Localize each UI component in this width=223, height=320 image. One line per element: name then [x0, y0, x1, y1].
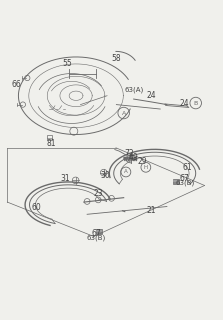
Text: 23: 23 — [93, 189, 103, 198]
Text: 58: 58 — [111, 53, 121, 62]
Text: 67: 67 — [180, 174, 190, 183]
Text: A: A — [124, 170, 128, 174]
Text: B: B — [194, 100, 198, 106]
Text: 72: 72 — [124, 149, 134, 158]
Text: 31: 31 — [60, 174, 70, 183]
Text: 21: 21 — [147, 206, 156, 215]
Text: 63(B): 63(B) — [175, 179, 194, 186]
Text: 66: 66 — [11, 80, 21, 89]
Text: 55: 55 — [62, 59, 72, 68]
Bar — [96, 229, 102, 234]
Text: 24: 24 — [147, 91, 156, 100]
Text: A: A — [122, 110, 126, 116]
Text: H: H — [144, 165, 148, 170]
Text: 29: 29 — [138, 157, 147, 166]
Text: 63(B): 63(B) — [86, 234, 106, 241]
Text: 30: 30 — [100, 171, 110, 180]
Bar — [173, 179, 179, 184]
Text: 61: 61 — [182, 163, 192, 172]
Text: 67: 67 — [91, 229, 101, 238]
Text: 60: 60 — [31, 203, 41, 212]
Text: 24: 24 — [180, 99, 190, 108]
Text: 63(A): 63(A) — [124, 87, 143, 93]
Text: 81: 81 — [47, 139, 56, 148]
Text: 49: 49 — [129, 153, 138, 162]
